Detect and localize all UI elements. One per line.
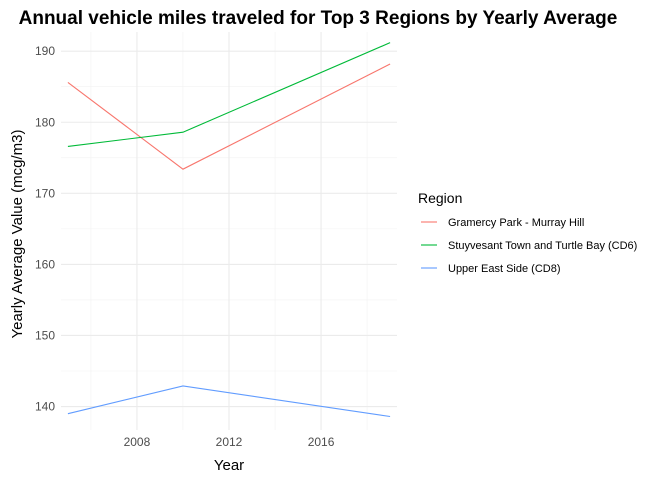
legend-label: Upper East Side (CD8) <box>448 263 561 275</box>
y-tick-label: 150 <box>35 328 55 342</box>
series-lines <box>67 42 391 418</box>
legend-label: Gramercy Park - Murray Hill <box>448 217 584 229</box>
y-tick-label: 180 <box>35 115 55 129</box>
x-tick-label: 2016 <box>308 435 335 449</box>
legend-label: Stuyvesant Town and Turtle Bay (CD6) <box>448 240 637 252</box>
y-tick-label: 190 <box>35 44 55 58</box>
y-tick-label: 160 <box>35 257 55 271</box>
x-tick-label: 2008 <box>124 435 151 449</box>
y-axis-ticks: 140 150 160 170 180 190 <box>35 44 55 413</box>
grid <box>61 32 397 430</box>
x-axis-title: Year <box>214 457 244 474</box>
legend-title: Region <box>418 190 462 206</box>
series-line <box>67 385 391 418</box>
x-tick-label: 2012 <box>216 435 243 449</box>
y-tick-label: 170 <box>35 186 55 200</box>
series-line <box>67 42 391 147</box>
y-axis-title: Yearly Average Value (mcg/m3) <box>9 129 26 338</box>
y-tick-label: 140 <box>35 400 55 414</box>
legend: Region Gramercy Park - Murray Hill Stuyve… <box>418 190 637 275</box>
series-line <box>67 63 391 170</box>
x-axis-ticks: 2008 2012 2016 <box>124 435 335 449</box>
legend-items: Gramercy Park - Murray Hill Stuyvesant To… <box>421 217 637 275</box>
chart-title: Annual vehicle miles traveled for Top 3 … <box>19 8 618 29</box>
